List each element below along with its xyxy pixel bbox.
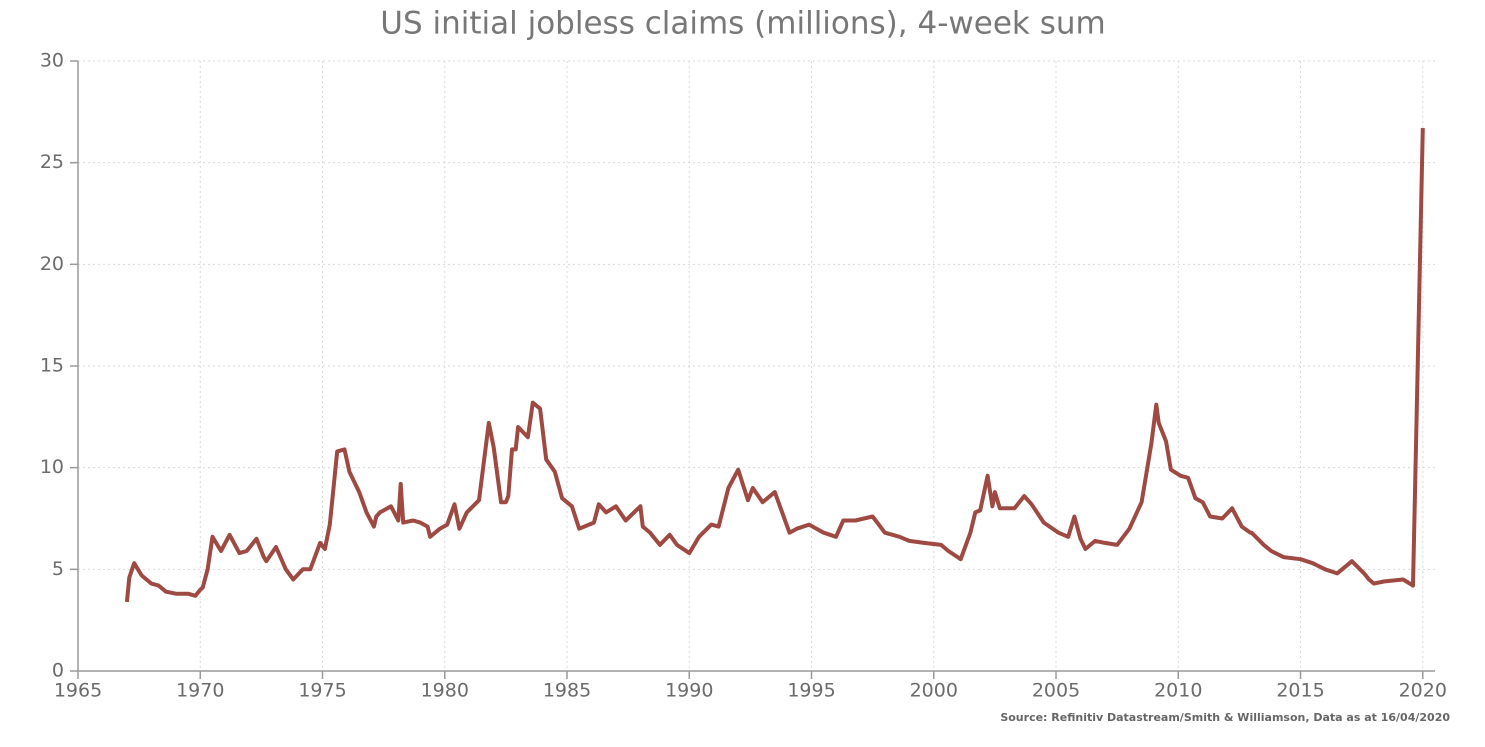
x-tick-label: 2000 xyxy=(910,680,958,702)
x-tick-label: 1995 xyxy=(787,680,835,702)
y-tick-label: 20 xyxy=(40,253,64,275)
y-tick-label: 0 xyxy=(52,660,64,682)
x-tick-label: 2015 xyxy=(1276,680,1324,702)
x-tick-label: 1965 xyxy=(54,680,102,702)
y-tick-label: 25 xyxy=(40,151,64,173)
y-tick-label: 15 xyxy=(40,355,64,377)
x-tick-label: 2020 xyxy=(1399,680,1447,702)
x-tick-label: 1980 xyxy=(421,680,469,702)
x-tick-label: 1990 xyxy=(665,680,713,702)
source-note: Source: Refinitiv Datastream/Smith & Wil… xyxy=(1000,711,1450,724)
x-tick-label: 2005 xyxy=(1032,680,1080,702)
y-tick-label: 10 xyxy=(40,456,64,478)
y-tick-label: 5 xyxy=(52,558,64,580)
x-tick-label: 2010 xyxy=(1154,680,1202,702)
chart-title: US initial jobless claims (millions), 4-… xyxy=(380,6,1105,42)
y-tick-label: 30 xyxy=(40,50,64,72)
x-tick-label: 1975 xyxy=(298,680,346,702)
x-tick-label: 1985 xyxy=(543,680,591,702)
x-tick-label: 1970 xyxy=(176,680,224,702)
data-line xyxy=(124,128,1425,603)
